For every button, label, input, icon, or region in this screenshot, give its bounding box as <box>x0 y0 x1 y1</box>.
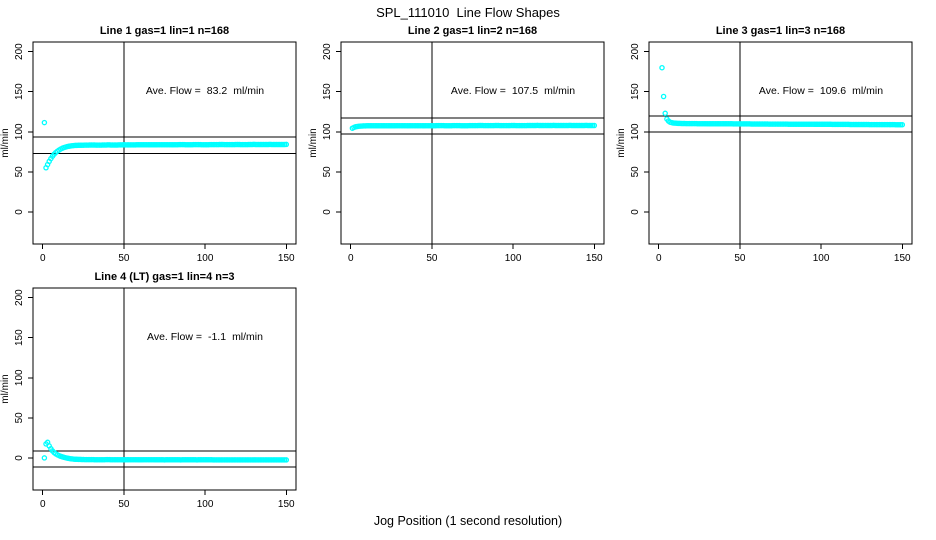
x-tick-label: 50 <box>118 253 130 264</box>
y-axis-title: ml/min <box>0 374 11 403</box>
ave-flow-label: Ave. Flow = <box>147 331 202 343</box>
x-tick-label: 150 <box>278 499 295 510</box>
plot-canvas-line-3: 0 50 100 150 0 50 100 150 200 ml/min <box>616 41 913 264</box>
y-tick-label: 0 <box>14 455 25 461</box>
subplot-title: Line 4 (LT) gas=1 lin=4 n=3 <box>94 271 235 283</box>
data-point-marker <box>41 455 48 461</box>
ave-flow-unit: ml/min <box>852 85 884 97</box>
ave-flow-value: 83.2 <box>206 85 228 97</box>
ave-flow-annotation: Ave. Flow = 83.2 ml/min <box>100 85 310 97</box>
y-tick-label: 200 <box>14 289 25 306</box>
subplot-title: Line 3 gas=1 lin=3 n=168 <box>715 25 846 37</box>
ave-flow-annotation: Ave. Flow = -1.1 ml/min <box>100 331 310 343</box>
page-title: SPL_111010 Line Flow Shapes <box>376 5 560 20</box>
y-tick-label: 100 <box>14 369 25 386</box>
y-tick-label: 100 <box>630 123 641 140</box>
y-tick-label: 50 <box>14 412 25 424</box>
x-tick-label: 100 <box>813 253 830 264</box>
x-tick-label: 100 <box>505 253 522 264</box>
plot-canvas-line-4: 0 50 100 150 0 50 100 150 200 ml/min <box>0 287 297 510</box>
subplot-title: Line 2 gas=1 lin=2 n=168 <box>407 25 538 37</box>
x-tick-label: 100 <box>197 253 214 264</box>
ave-flow-annotation: Ave. Flow = 109.6 ml/min <box>716 85 926 97</box>
y-tick-label: 50 <box>630 166 641 178</box>
y-tick-label: 150 <box>14 83 25 100</box>
x-tick-label: 150 <box>278 253 295 264</box>
x-tick-label: 0 <box>40 253 46 264</box>
data-point-marker <box>283 141 290 148</box>
plot-frame <box>340 41 605 245</box>
ave-flow-annotation: Ave. Flow = 107.5 ml/min <box>408 85 618 97</box>
x-tick-label: 50 <box>426 253 438 264</box>
x-tick-label: 0 <box>348 253 354 264</box>
y-axis-title: ml/min <box>616 128 627 157</box>
data-point-marker <box>899 121 906 128</box>
panel-line-2: 0 50 100 150 0 50 100 150 200 ml/min Line 2 gas=1… <box>308 14 616 264</box>
ave-flow-label: Ave. Flow = <box>758 85 814 97</box>
plot-canvas-line-1: 0 50 100 150 0 50 100 150 200 ml/min <box>0 41 297 264</box>
subplot-title: Line 1 gas=1 lin=1 n=168 <box>99 25 230 37</box>
ave-flow-label: Ave. Flow = <box>450 85 506 97</box>
y-tick-label: 150 <box>14 329 25 346</box>
data-point-marker <box>41 119 48 126</box>
ave-flow-label: Ave. Flow = <box>145 85 201 97</box>
y-tick-label: 50 <box>322 166 333 178</box>
panel-line-3: 0 50 100 150 0 50 100 150 200 ml/min Line 3 gas=1… <box>616 14 924 264</box>
plot-frame <box>32 41 297 245</box>
y-tick-label: 200 <box>630 43 641 60</box>
panel-line-1: 0 50 100 150 0 50 100 150 200 ml/min Line 1 gas=1… <box>0 14 308 264</box>
y-tick-label: 150 <box>630 83 641 100</box>
x-tick-label: 0 <box>40 499 46 510</box>
ave-flow-unit: ml/min <box>544 85 576 97</box>
y-tick-label: 100 <box>322 123 333 140</box>
x-tick-label: 150 <box>894 253 911 264</box>
y-tick-label: 0 <box>322 209 333 215</box>
y-tick-label: 0 <box>14 209 25 215</box>
y-axis-title: ml/min <box>0 128 11 157</box>
y-tick-label: 200 <box>322 43 333 60</box>
data-point-marker <box>662 110 668 117</box>
y-tick-label: 100 <box>14 123 25 140</box>
ave-flow-value: -1.1 <box>207 331 227 343</box>
y-tick-label: 200 <box>14 43 25 60</box>
x-tick-label: 0 <box>656 253 662 264</box>
y-tick-label: 50 <box>14 166 25 178</box>
data-point-marker <box>660 93 667 100</box>
y-axis-title: ml/min <box>308 128 319 157</box>
x-tick-label: 50 <box>118 499 130 510</box>
plot-canvas-line-2: 0 50 100 150 0 50 100 150 200 ml/min <box>308 41 605 264</box>
x-tick-label: 100 <box>197 499 214 510</box>
ave-flow-unit: ml/min <box>232 331 263 343</box>
data-point-marker <box>659 64 665 71</box>
x-tick-label: 50 <box>734 253 746 264</box>
plot-frame <box>32 287 297 491</box>
x-axis-label: Jog Position (1 second resolution) <box>373 514 563 528</box>
ave-flow-value: 107.5 <box>511 85 539 97</box>
y-tick-label: 150 <box>322 83 333 100</box>
y-tick-label: 0 <box>630 209 641 215</box>
ave-flow-unit: ml/min <box>233 85 265 97</box>
ave-flow-value: 109.6 <box>819 85 847 97</box>
panel-line-4: 0 50 100 150 0 50 100 150 200 ml/min Line 4 (LT) … <box>0 260 308 510</box>
data-point-marker <box>283 457 290 463</box>
plot-frame <box>648 41 913 245</box>
x-tick-label: 150 <box>586 253 603 264</box>
data-point-marker <box>591 122 598 129</box>
